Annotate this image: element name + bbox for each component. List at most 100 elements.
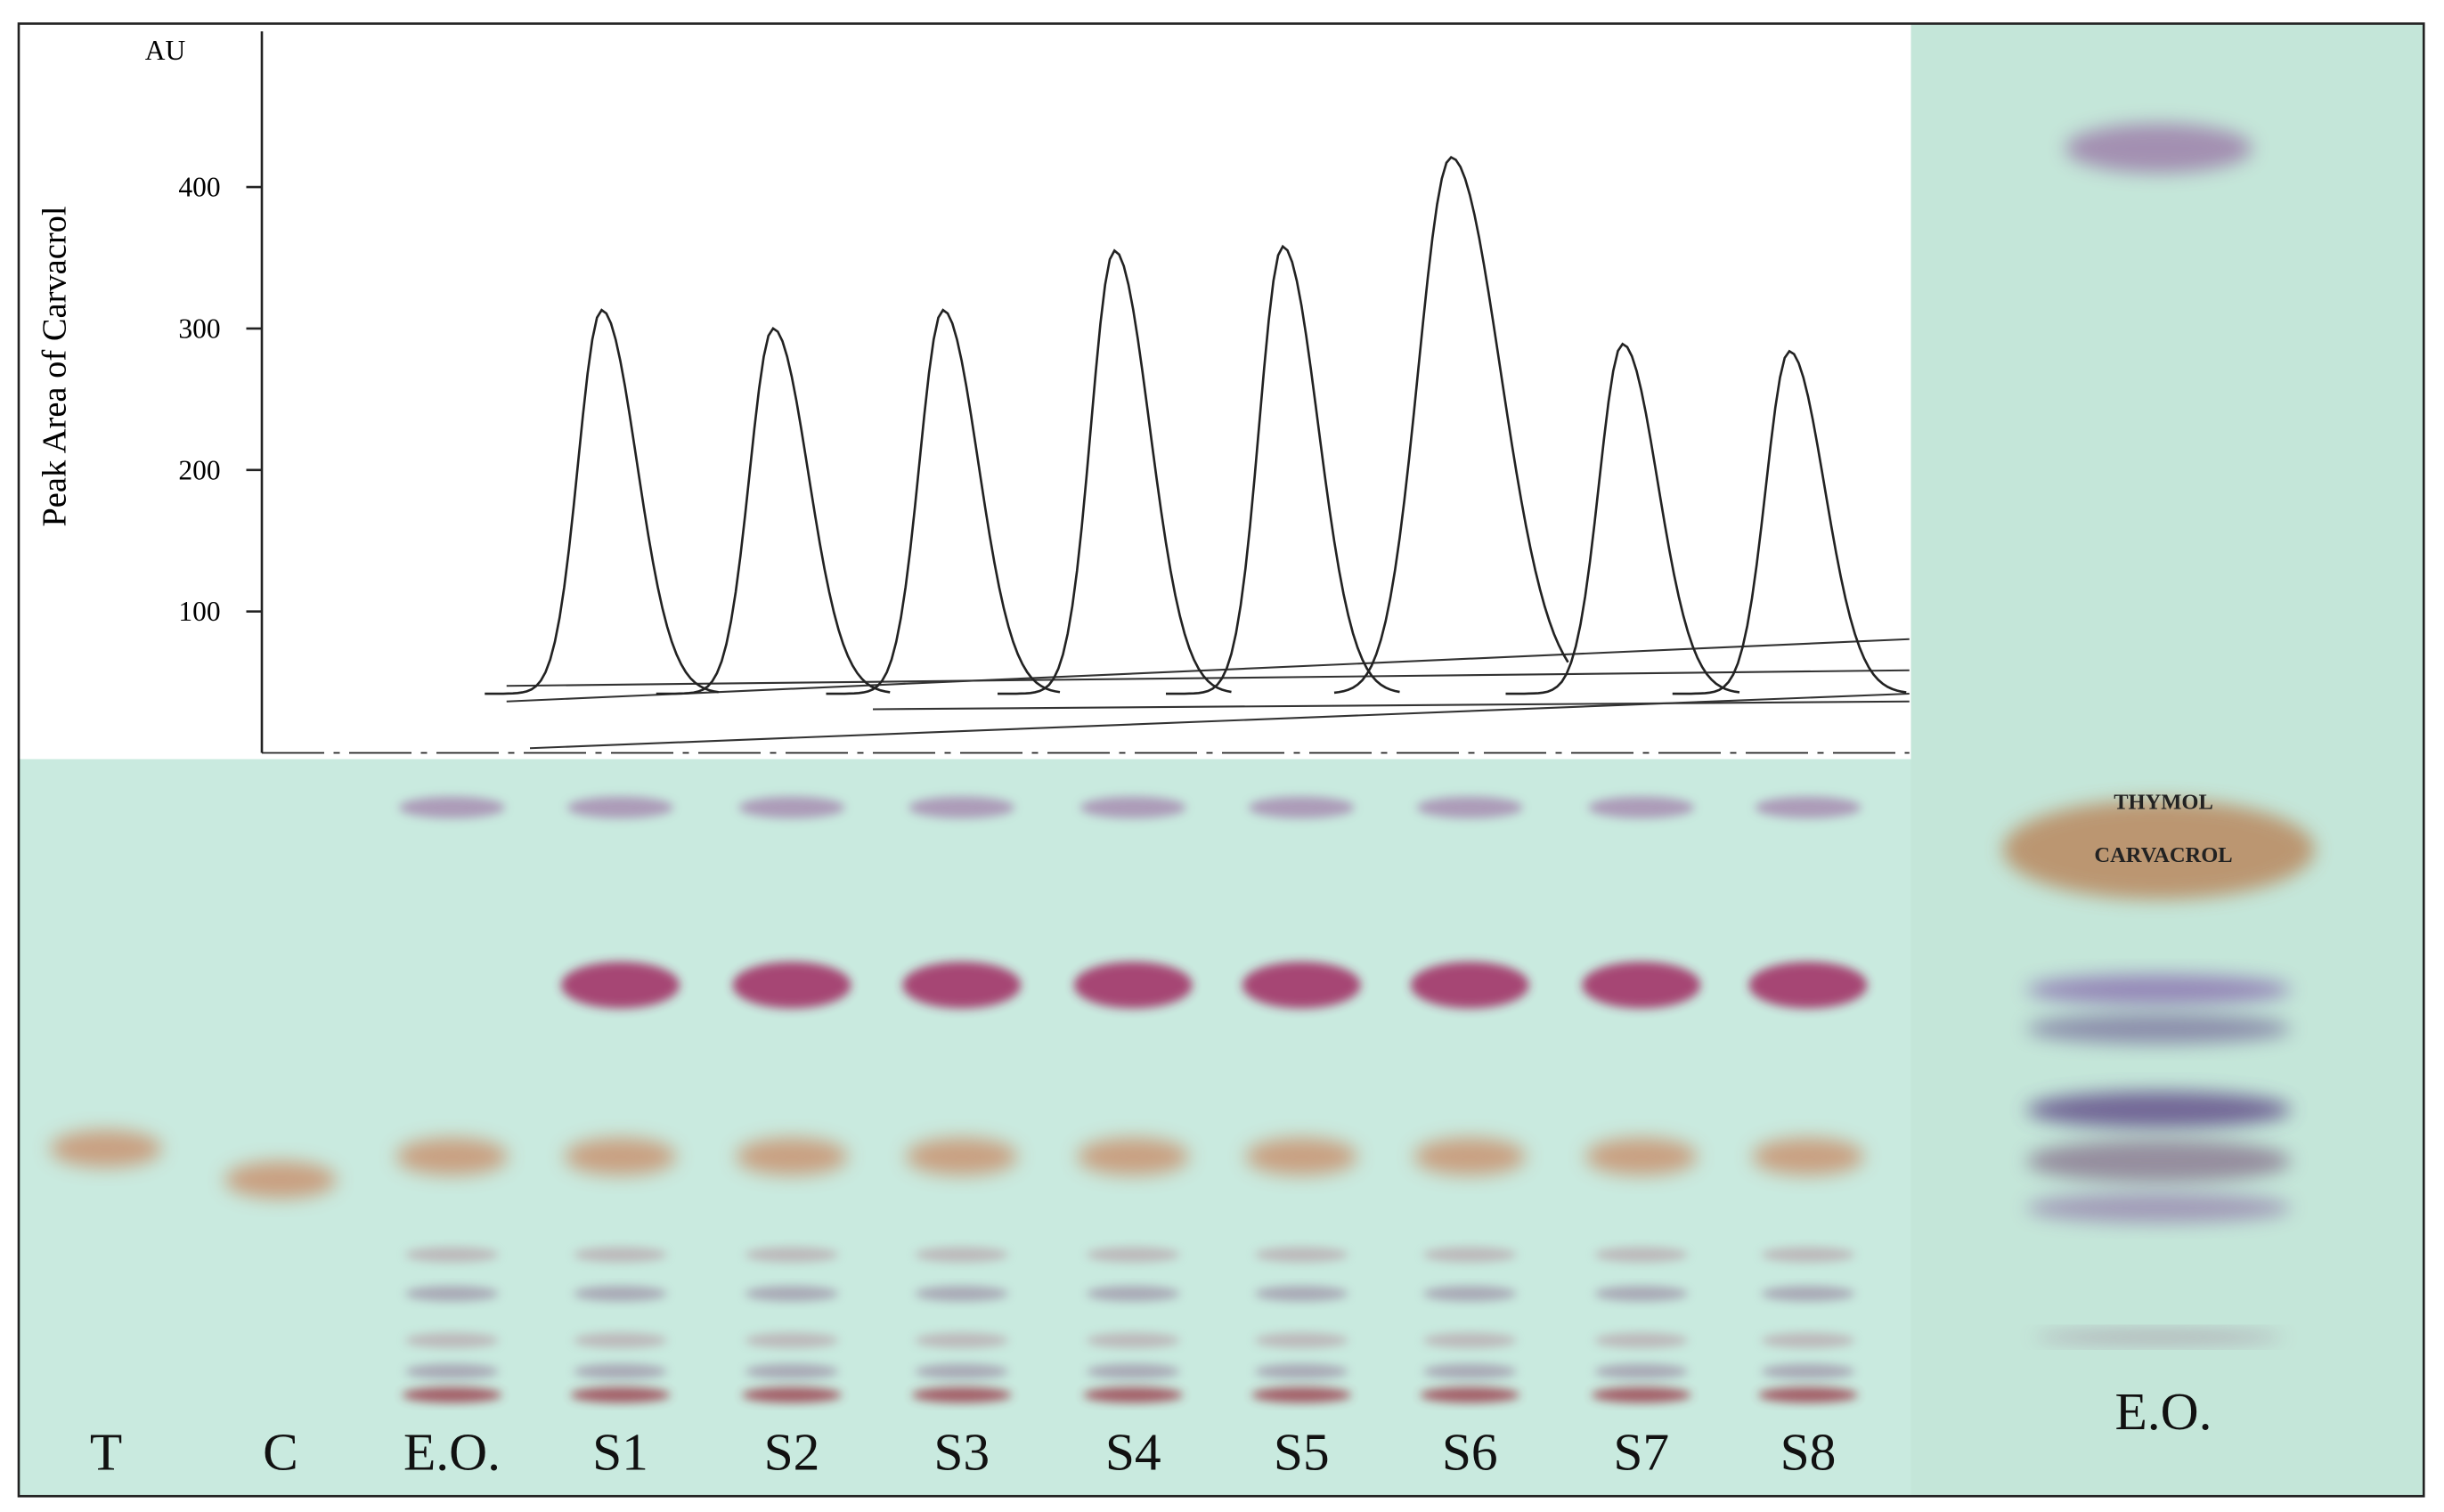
lane-label: S5 — [1274, 1423, 1330, 1482]
spot — [395, 1137, 509, 1175]
spot — [745, 1332, 839, 1348]
spot — [2026, 1012, 2292, 1045]
peak — [1672, 349, 1907, 695]
spot — [2026, 1192, 2292, 1223]
spot — [1585, 1137, 1698, 1175]
spot — [915, 1363, 1009, 1379]
peak — [485, 308, 719, 695]
spot — [905, 1137, 1018, 1175]
spot — [2002, 800, 2315, 899]
spot — [1254, 1363, 1348, 1379]
spot — [1761, 1363, 1855, 1379]
spot — [50, 1130, 162, 1167]
spot — [736, 1137, 848, 1175]
lane-label: S2 — [764, 1423, 820, 1482]
peak — [826, 308, 1061, 695]
spot — [1410, 962, 1529, 1009]
spot — [1582, 962, 1701, 1009]
spot — [911, 1386, 1012, 1403]
tlc-plate — [19, 759, 1911, 1497]
spot — [1251, 1386, 1352, 1403]
spot — [405, 1363, 499, 1379]
spot — [1761, 1247, 1855, 1263]
spot — [1420, 1386, 1520, 1403]
spot — [1594, 1247, 1689, 1263]
spot — [915, 1332, 1009, 1348]
y-tick-label: 100 — [178, 596, 220, 627]
baseline — [872, 700, 1910, 711]
lane-labels: T C E.O. S1 S2 S3 S4 S5 S6 S7 S8 — [90, 1423, 1837, 1482]
lane-label: E.O. — [2114, 1382, 2212, 1441]
lane-label: S8 — [1780, 1423, 1837, 1482]
frame — [17, 22, 2425, 1498]
spot — [1086, 1247, 1180, 1263]
densitogram: 100 200 300 400 — [178, 31, 1910, 754]
spots — [50, 123, 2315, 1403]
lane-label: S6 — [1442, 1423, 1498, 1482]
spot — [2033, 1330, 2284, 1344]
spot — [224, 1161, 337, 1199]
spot — [745, 1363, 839, 1379]
spot — [1422, 1286, 1517, 1302]
spot — [1758, 1386, 1858, 1403]
spot — [1086, 1286, 1180, 1302]
peak — [1333, 155, 1569, 695]
spot — [570, 1386, 671, 1403]
spot — [1254, 1286, 1348, 1302]
spot — [1752, 1137, 1864, 1175]
spot — [574, 1363, 667, 1379]
spot — [1242, 962, 1361, 1009]
spot — [2026, 1091, 2292, 1129]
peak — [998, 248, 1232, 695]
spot — [1416, 796, 1523, 818]
baseline — [506, 638, 1910, 703]
lane-label: S3 — [933, 1423, 990, 1482]
baseline — [506, 669, 1910, 687]
spot — [405, 1286, 499, 1302]
y-tick-label: 200 — [178, 454, 220, 485]
spot — [2026, 974, 2292, 1005]
spot — [1761, 1332, 1855, 1348]
spot — [742, 1386, 842, 1403]
spot — [1254, 1332, 1348, 1348]
spot — [1086, 1363, 1180, 1379]
spot — [399, 796, 505, 818]
spot — [574, 1247, 667, 1263]
lane-label: S7 — [1613, 1423, 1669, 1482]
lane-label: T — [90, 1423, 122, 1482]
spot — [915, 1247, 1009, 1263]
reference-plate — [1910, 23, 2424, 1497]
spot — [564, 1137, 677, 1175]
peak — [1166, 244, 1400, 695]
spot — [1077, 1137, 1190, 1175]
peak — [656, 326, 891, 695]
spot — [732, 962, 851, 1009]
spot — [1248, 796, 1355, 818]
spot — [1245, 1137, 1358, 1175]
spot — [1422, 1247, 1517, 1263]
spot — [574, 1332, 667, 1348]
y-tick-label: 300 — [178, 313, 220, 344]
spot — [908, 796, 1015, 818]
spot — [745, 1247, 839, 1263]
spot — [1761, 1286, 1855, 1302]
spot — [2026, 1139, 2292, 1183]
spot — [567, 796, 673, 818]
spot — [915, 1286, 1009, 1302]
lane-label: S4 — [1105, 1423, 1161, 1482]
spot — [1086, 1332, 1180, 1348]
spot — [405, 1247, 499, 1263]
spot — [1422, 1363, 1517, 1379]
spot — [902, 962, 1022, 1009]
spot — [1588, 796, 1695, 818]
y-tick-label: 400 — [178, 172, 220, 203]
lane-label: E.O. — [403, 1423, 501, 1482]
peak — [1505, 342, 1740, 695]
spot — [1591, 1386, 1691, 1403]
spot — [1083, 1386, 1184, 1403]
spot — [1073, 962, 1193, 1009]
lane-label: C — [263, 1423, 298, 1482]
spot — [1413, 1137, 1527, 1175]
spot — [1594, 1286, 1689, 1302]
spot-label: THYMOL — [2114, 791, 2213, 815]
